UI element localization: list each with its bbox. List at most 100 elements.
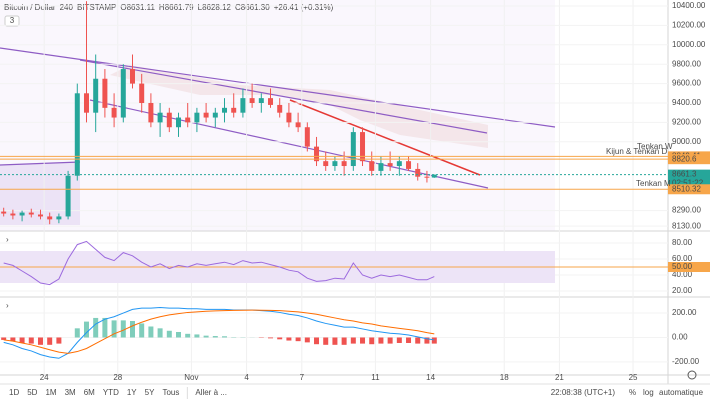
macd-bar: [388, 337, 393, 343]
macd-bar: [286, 337, 291, 340]
x-tick-label: 28: [113, 373, 122, 382]
y-tick-label: 9000.00: [672, 137, 701, 146]
goto-button[interactable]: Aller à ...: [195, 388, 227, 397]
candle-body: [66, 176, 71, 217]
candle-body: [102, 79, 107, 108]
macd-bar: [158, 328, 163, 337]
log-toggle[interactable]: log: [643, 388, 654, 397]
x-tick-label: Nov: [184, 373, 198, 382]
range-button[interactable]: 5Y: [145, 388, 155, 397]
macd-line: [4, 310, 435, 353]
candle-body: [56, 216, 61, 219]
macd-bar: [130, 321, 135, 337]
range-button[interactable]: YTD: [103, 388, 119, 397]
macd-bar: [406, 337, 411, 342]
y-tick-label: -200.00: [672, 357, 700, 366]
macd-bar: [360, 337, 365, 343]
macd-bar: [148, 326, 153, 337]
candle-body: [240, 98, 245, 113]
x-tick-label: 18: [500, 373, 509, 382]
macd-bar: [342, 337, 347, 344]
candle-body: [222, 108, 227, 113]
candle-body: [1, 212, 6, 214]
macd-bar: [378, 337, 383, 343]
header-text: 8628.12: [202, 3, 231, 12]
range-button[interactable]: 5D: [27, 388, 37, 397]
macd-bar: [415, 337, 420, 343]
candle-body: [185, 118, 190, 123]
header-text: Bitcoin / Dollar: [4, 3, 56, 12]
macd-bar: [213, 336, 218, 337]
y-tick-label: 0.00: [672, 333, 688, 342]
y-tick-label: 10200.00: [672, 21, 706, 30]
macd-bar: [176, 332, 181, 337]
candle-body: [204, 113, 209, 118]
candle-body: [130, 69, 135, 84]
percent-toggle[interactable]: %: [629, 388, 636, 397]
macd-bar: [1, 337, 6, 339]
annotation: Tenkan M: [636, 179, 671, 188]
x-tick-label: 14: [426, 373, 435, 382]
candle-body: [93, 79, 98, 113]
header-text: 8661.79: [165, 3, 194, 12]
candle-body: [167, 113, 172, 128]
candle-body: [10, 214, 15, 216]
header-text: BITSTAMP: [77, 3, 116, 12]
candle-body: [148, 103, 153, 122]
auto-toggle[interactable]: automatique: [659, 388, 704, 397]
header-text: 240: [60, 3, 74, 12]
macd-bar: [56, 337, 61, 343]
range-button[interactable]: 3M: [65, 388, 76, 397]
range-button[interactable]: 1M: [45, 388, 56, 397]
macd-bar: [29, 337, 34, 343]
range-button[interactable]: Tous: [162, 388, 179, 397]
candle-body: [296, 122, 301, 127]
candle-body: [84, 93, 89, 112]
macd-bar: [369, 337, 374, 344]
macd-bar: [75, 328, 80, 337]
candle-body: [268, 98, 273, 105]
macd-bar: [47, 337, 52, 344]
macd-bar: [194, 334, 199, 337]
y-tick-label: 10000.00: [672, 40, 706, 49]
candle-body: [406, 161, 411, 169]
candle-body: [231, 108, 236, 113]
header-text: 8631.11: [127, 3, 156, 12]
macd-bar: [351, 337, 356, 343]
candle-body: [47, 216, 52, 219]
indicator-count: 3: [10, 16, 15, 25]
candle-body: [323, 161, 328, 166]
macd-line: [4, 308, 435, 359]
macd-bar: [102, 318, 107, 338]
header-text: 8661.30: [241, 3, 270, 12]
y-tick-label: 9200.00: [672, 117, 701, 126]
candle-body: [332, 161, 337, 166]
y-tick-label: 9600.00: [672, 79, 701, 88]
candle-body: [20, 213, 25, 216]
macd-bar: [432, 337, 437, 343]
x-tick-label: 7: [300, 373, 305, 382]
collapse-icon[interactable]: ›: [6, 301, 9, 310]
macd-bar: [277, 337, 282, 339]
range-button[interactable]: 6M: [84, 388, 95, 397]
macd-bar: [38, 337, 43, 344]
macd-bar: [222, 336, 227, 337]
range-button[interactable]: 1D: [9, 388, 19, 397]
y-tick-label: 8290.00: [672, 206, 701, 215]
y-tick-label: 9400.00: [672, 98, 701, 107]
candle-body: [213, 113, 218, 118]
macd-bar: [305, 337, 310, 342]
price-tag-label: 8661.3: [672, 170, 697, 179]
macd-bar: [314, 337, 319, 344]
macd-bar: [268, 337, 273, 338]
candle-body: [250, 98, 255, 103]
y-tick-label: 80.00: [672, 238, 693, 247]
range-button[interactable]: 1Y: [127, 388, 137, 397]
candle-body: [112, 108, 117, 118]
candle-body: [38, 215, 43, 217]
clock: 22:08:38 (UTC+1): [551, 388, 616, 397]
candle-body: [415, 169, 420, 177]
header-text: +26.41 (+0.31%): [274, 3, 334, 12]
